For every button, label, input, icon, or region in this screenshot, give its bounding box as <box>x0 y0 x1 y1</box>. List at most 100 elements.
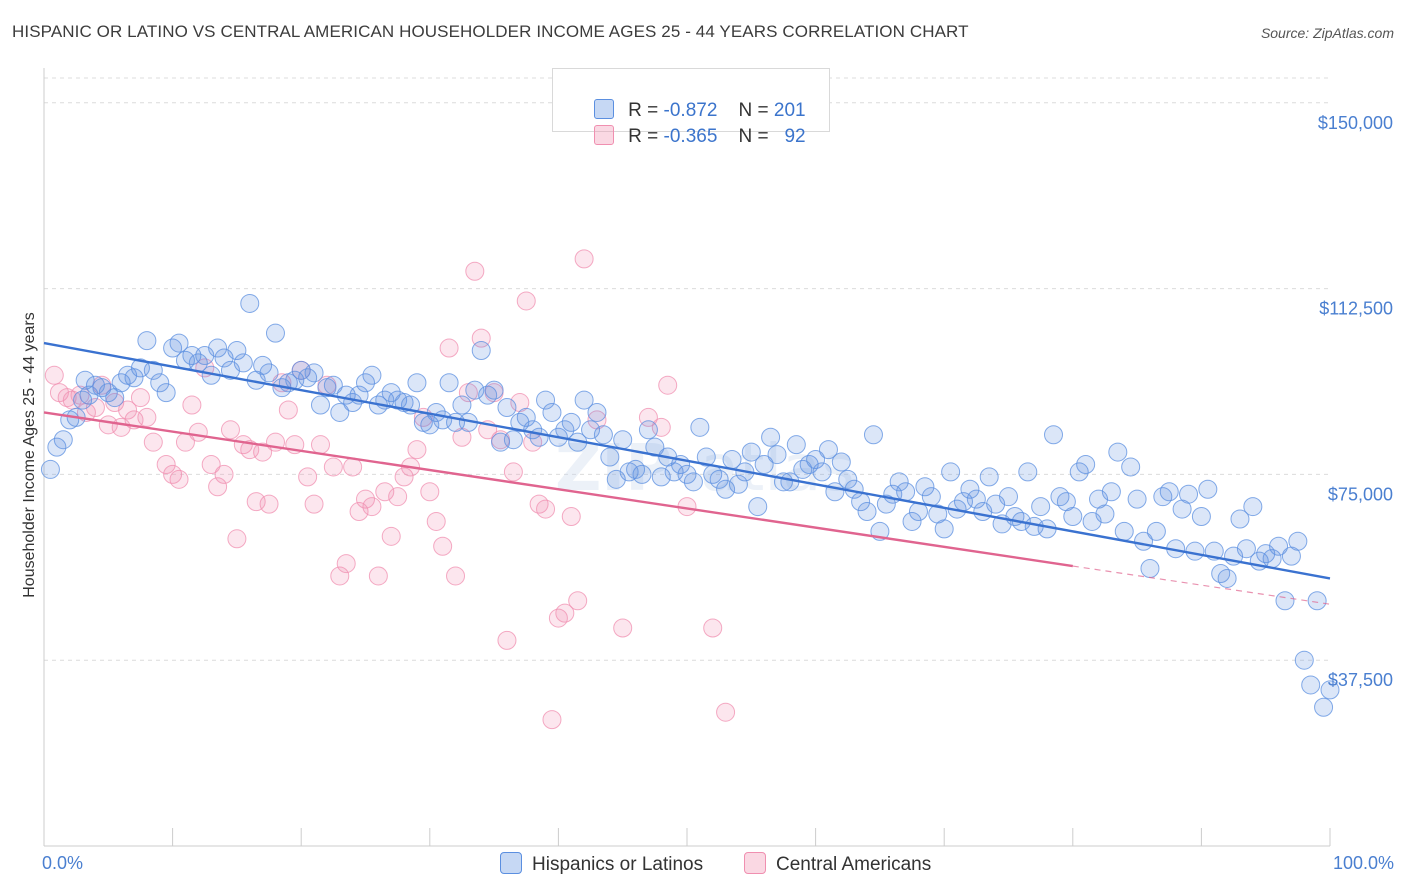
legend-n-value: 201 <box>773 100 806 121</box>
data-point <box>542 710 562 730</box>
data-point <box>44 365 64 385</box>
data-point <box>214 464 234 484</box>
data-point <box>683 472 703 492</box>
data-point <box>574 249 594 269</box>
data-point <box>934 519 954 539</box>
data-point <box>188 422 208 442</box>
data-point <box>137 331 157 351</box>
legend-n-label: N = <box>738 126 769 147</box>
legend-swatch-pink <box>594 125 615 145</box>
data-point <box>73 390 93 410</box>
data-point <box>156 454 176 474</box>
data-point <box>1243 497 1263 517</box>
data-point <box>857 502 877 522</box>
correlation-legend: R = -0.872 N = 201 R = -0.365 N = 92 <box>552 68 830 147</box>
data-point <box>259 363 279 383</box>
data-point <box>1314 697 1334 717</box>
data-point <box>1031 497 1051 517</box>
data-point <box>806 450 826 470</box>
data-point <box>966 489 986 509</box>
data-point <box>433 536 453 556</box>
data-point <box>658 375 678 395</box>
data-point <box>677 464 697 484</box>
data-point <box>323 457 343 477</box>
data-point <box>439 338 459 358</box>
trend-line-hispanics <box>43 341 1331 580</box>
data-point <box>1114 521 1134 541</box>
data-point <box>163 338 183 358</box>
data-point <box>503 462 523 482</box>
data-point <box>426 511 446 531</box>
data-point <box>761 427 781 447</box>
data-point <box>40 459 60 479</box>
legend-r-label: R = <box>628 100 659 121</box>
data-point <box>876 494 896 514</box>
data-point <box>542 402 562 422</box>
data-point <box>690 417 710 437</box>
data-point <box>831 452 851 472</box>
data-point <box>143 360 163 380</box>
data-point <box>362 497 382 517</box>
data-point <box>497 397 517 417</box>
data-point <box>356 373 375 393</box>
data-point <box>728 474 748 494</box>
data-point <box>593 425 613 445</box>
data-point <box>516 407 536 427</box>
data-point <box>902 511 922 531</box>
data-point <box>75 370 95 390</box>
data-point <box>921 487 941 507</box>
axes <box>43 68 1331 847</box>
data-point <box>336 554 356 574</box>
data-point <box>786 435 806 455</box>
data-point <box>812 462 832 482</box>
data-point <box>368 566 388 586</box>
bottom-legend-swatch-pink <box>744 852 766 874</box>
data-point <box>1095 504 1115 524</box>
data-point <box>516 291 536 311</box>
data-point <box>1050 487 1070 507</box>
legend-swatch-blue <box>594 99 615 119</box>
y-tick-label: $75,000 <box>1328 484 1393 504</box>
data-point <box>581 420 601 440</box>
data-point <box>349 502 369 522</box>
data-point <box>310 395 330 415</box>
data-point <box>1198 479 1218 499</box>
y-tick-label: $150,000 <box>1318 113 1393 133</box>
data-point <box>1146 521 1166 541</box>
legend-row-central-americans: R = -0.365 N = 92 <box>573 103 806 147</box>
data-point <box>137 407 157 427</box>
data-point <box>1269 536 1289 556</box>
data-point <box>536 499 556 519</box>
data-point <box>182 395 202 415</box>
data-point <box>1108 442 1128 462</box>
data-point <box>703 618 723 638</box>
data-point <box>960 479 980 499</box>
data-point <box>240 293 260 313</box>
trend-lines <box>43 341 1331 605</box>
data-point <box>118 400 138 420</box>
data-point <box>124 368 144 388</box>
data-point <box>626 459 646 479</box>
data-point <box>863 425 883 445</box>
data-point <box>304 363 324 383</box>
data-point <box>741 442 761 462</box>
data-point <box>375 482 395 502</box>
data-point <box>394 467 414 487</box>
x-tick-label: 0.0% <box>42 853 83 873</box>
data-point <box>278 400 298 420</box>
data-point <box>889 472 909 492</box>
data-point <box>1307 591 1327 611</box>
data-point <box>439 373 459 393</box>
data-point <box>130 388 150 408</box>
data-point <box>529 494 549 514</box>
data-point <box>1159 482 1179 502</box>
data-point <box>323 375 343 395</box>
data-point <box>1127 489 1147 509</box>
data-point <box>169 333 189 353</box>
data-point <box>259 494 279 514</box>
data-point <box>98 383 118 403</box>
legend-r-value: -0.872 <box>663 100 718 121</box>
watermark-zip: ZIP <box>555 432 672 506</box>
data-point <box>754 454 774 474</box>
